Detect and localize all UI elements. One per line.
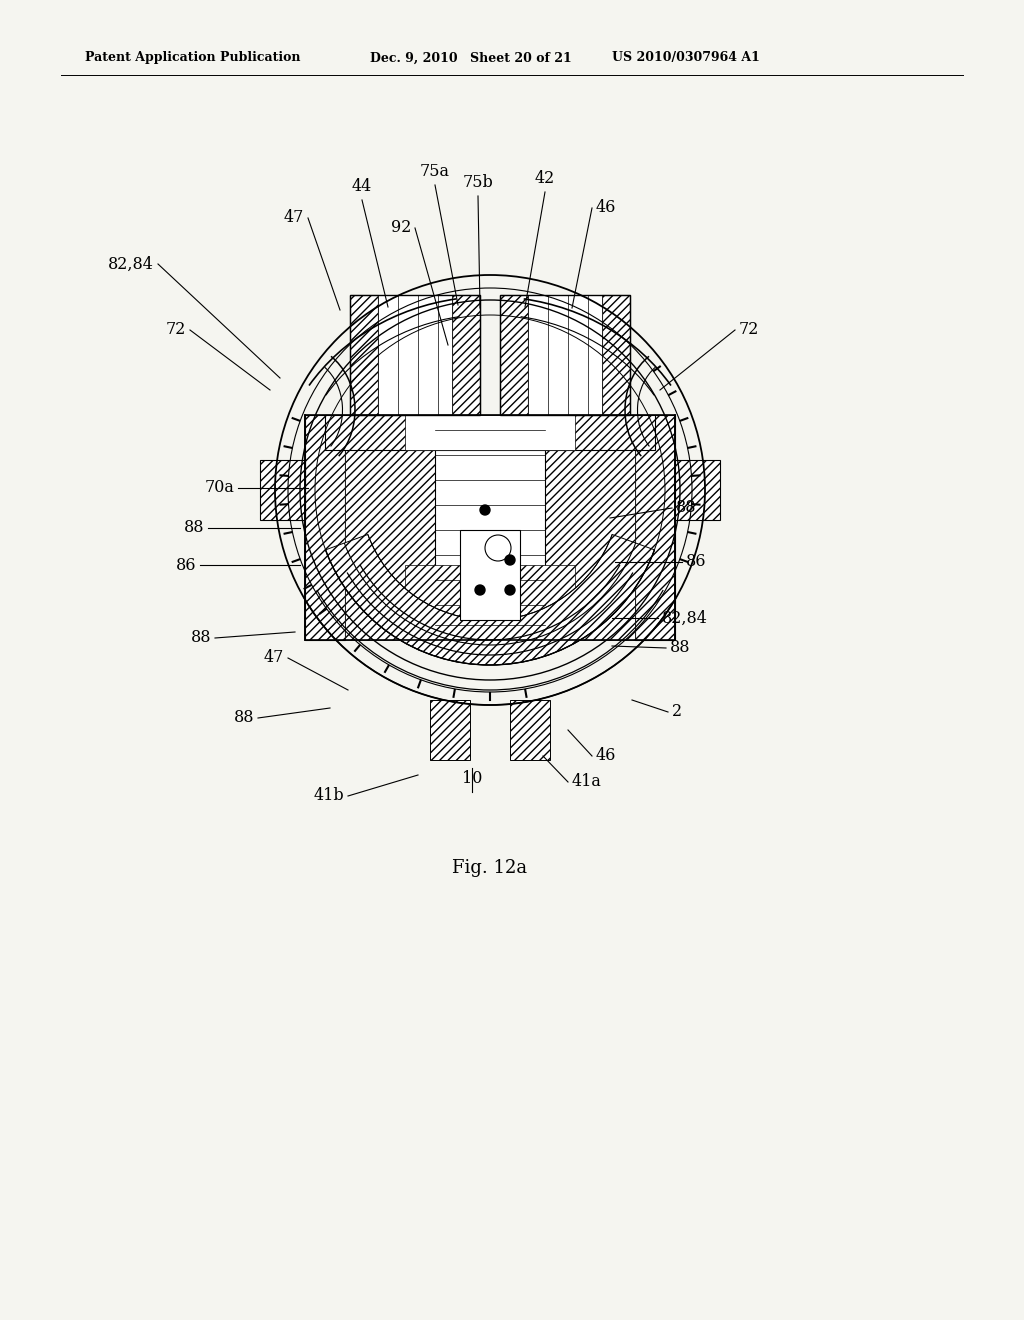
Circle shape <box>505 585 515 595</box>
Bar <box>378 294 452 414</box>
Text: 88: 88 <box>670 639 690 656</box>
Bar <box>430 700 470 760</box>
Circle shape <box>480 506 490 515</box>
Bar <box>460 531 520 620</box>
Bar <box>406 414 575 450</box>
Text: 41b: 41b <box>313 788 344 804</box>
Bar <box>305 414 345 640</box>
Bar <box>345 414 435 640</box>
Bar <box>635 414 675 640</box>
Bar <box>528 294 602 414</box>
Text: 82,84: 82,84 <box>662 610 708 627</box>
Bar <box>435 414 545 640</box>
Text: 70a: 70a <box>204 479 234 496</box>
Text: Dec. 9, 2010: Dec. 9, 2010 <box>370 51 458 65</box>
Circle shape <box>505 554 515 565</box>
Text: 46: 46 <box>596 747 616 764</box>
Text: 46: 46 <box>596 199 616 216</box>
Bar <box>260 459 305 520</box>
Circle shape <box>485 535 511 561</box>
Text: 42: 42 <box>535 170 555 187</box>
Bar <box>350 294 378 414</box>
Text: 86: 86 <box>686 553 707 570</box>
Bar <box>675 459 720 520</box>
Text: Fig. 12a: Fig. 12a <box>453 859 527 876</box>
Bar <box>305 414 675 640</box>
Bar <box>602 294 630 414</box>
Text: 82,84: 82,84 <box>109 256 154 272</box>
Text: 10: 10 <box>462 770 482 787</box>
Text: 86: 86 <box>175 557 196 573</box>
Text: 72: 72 <box>739 322 760 338</box>
Text: 47: 47 <box>263 649 284 667</box>
Text: US 2010/0307964 A1: US 2010/0307964 A1 <box>612 51 760 65</box>
Text: 72: 72 <box>166 322 186 338</box>
Text: Sheet 20 of 21: Sheet 20 of 21 <box>470 51 571 65</box>
Text: 88: 88 <box>183 520 204 536</box>
Text: Patent Application Publication: Patent Application Publication <box>85 51 300 65</box>
Text: 92: 92 <box>390 219 411 236</box>
Bar <box>500 294 528 414</box>
Text: 88: 88 <box>676 499 696 516</box>
Text: 75b: 75b <box>463 174 494 191</box>
Text: 2: 2 <box>672 704 682 721</box>
Text: 41a: 41a <box>572 774 602 791</box>
Text: 47: 47 <box>284 210 304 227</box>
Text: 88: 88 <box>190 630 211 647</box>
Text: 44: 44 <box>352 178 372 195</box>
Text: 88: 88 <box>233 710 254 726</box>
Wedge shape <box>326 535 654 665</box>
Bar <box>325 414 655 450</box>
Bar <box>500 294 630 414</box>
Bar <box>350 294 480 414</box>
Circle shape <box>475 585 485 595</box>
Bar <box>510 700 550 760</box>
Text: 75a: 75a <box>420 162 450 180</box>
Bar <box>406 565 575 640</box>
Bar <box>545 414 635 640</box>
Bar <box>452 294 480 414</box>
